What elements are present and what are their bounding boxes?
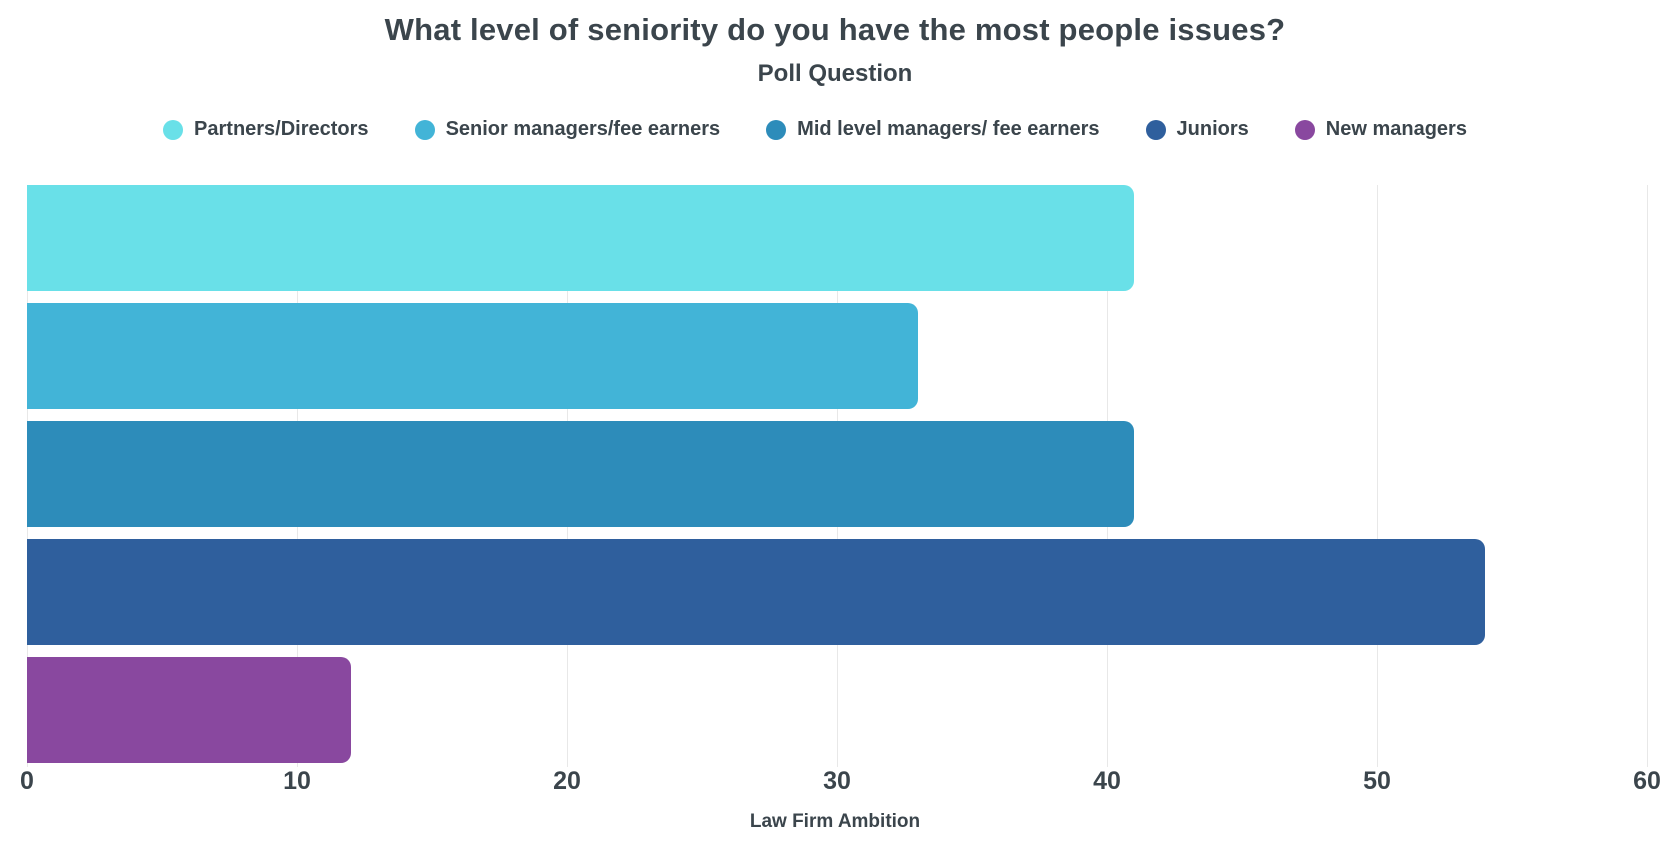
legend-label: New managers bbox=[1325, 118, 1467, 140]
legend-item-senior-managers-fee-earners[interactable]: Senior managers/fee earners bbox=[414, 118, 721, 141]
legend-label: Senior managers/fee earners bbox=[445, 118, 721, 140]
legend-marker-icon bbox=[414, 119, 435, 140]
x-axis-title: Law Firm Ambition bbox=[749, 811, 921, 832]
x-tick-60: 60 bbox=[1633, 767, 1661, 795]
legend-marker-icon bbox=[163, 119, 184, 140]
x-tick-10: 10 bbox=[283, 767, 311, 795]
x-tick-50: 50 bbox=[1363, 767, 1391, 795]
chart-subtitle: Poll Question bbox=[757, 60, 913, 87]
legend-item-mid-level-managers-fee-earners[interactable]: Mid level managers/ fee earners bbox=[766, 118, 1100, 141]
x-tick-40: 40 bbox=[1093, 767, 1121, 795]
x-axis: 0 10 20 30 40 50 60 bbox=[20, 767, 1661, 795]
bar-senior-managers-fee-earners bbox=[27, 303, 918, 409]
legend-marker-icon bbox=[1145, 119, 1166, 140]
legend-label: Juniors bbox=[1176, 118, 1249, 140]
legend-item-new-managers[interactable]: New managers bbox=[1294, 118, 1467, 141]
legend: Partners/Directors Senior managers/fee ea… bbox=[0, 118, 1670, 141]
legend-label: Partners/Directors bbox=[194, 118, 369, 140]
gridline-50 bbox=[1377, 185, 1378, 767]
bar-juniors bbox=[27, 539, 1485, 645]
legend-item-juniors[interactable]: Juniors bbox=[1145, 118, 1249, 141]
legend-label: Mid level managers/ fee earners bbox=[797, 118, 1100, 140]
bar-partners-directors bbox=[27, 185, 1134, 291]
legend-marker-icon bbox=[1294, 119, 1315, 140]
x-tick-0: 0 bbox=[20, 767, 34, 795]
legend-item-partners-directors[interactable]: Partners/Directors bbox=[163, 118, 369, 141]
gridline-60 bbox=[1647, 185, 1648, 767]
bar-new-managers bbox=[27, 657, 351, 763]
bar-series bbox=[27, 185, 1647, 763]
plot-area bbox=[27, 185, 1648, 767]
legend-marker-icon bbox=[766, 119, 787, 140]
chart-title: What level of seniority do you have the … bbox=[384, 12, 1286, 47]
x-tick-30: 30 bbox=[823, 767, 851, 795]
x-tick-20: 20 bbox=[553, 767, 581, 795]
bar-mid-level-managers-fee-earners bbox=[27, 421, 1134, 527]
